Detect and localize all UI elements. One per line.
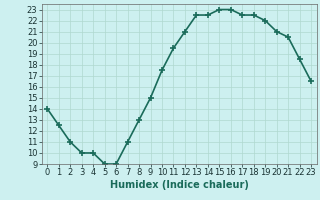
X-axis label: Humidex (Indice chaleur): Humidex (Indice chaleur) xyxy=(110,180,249,190)
